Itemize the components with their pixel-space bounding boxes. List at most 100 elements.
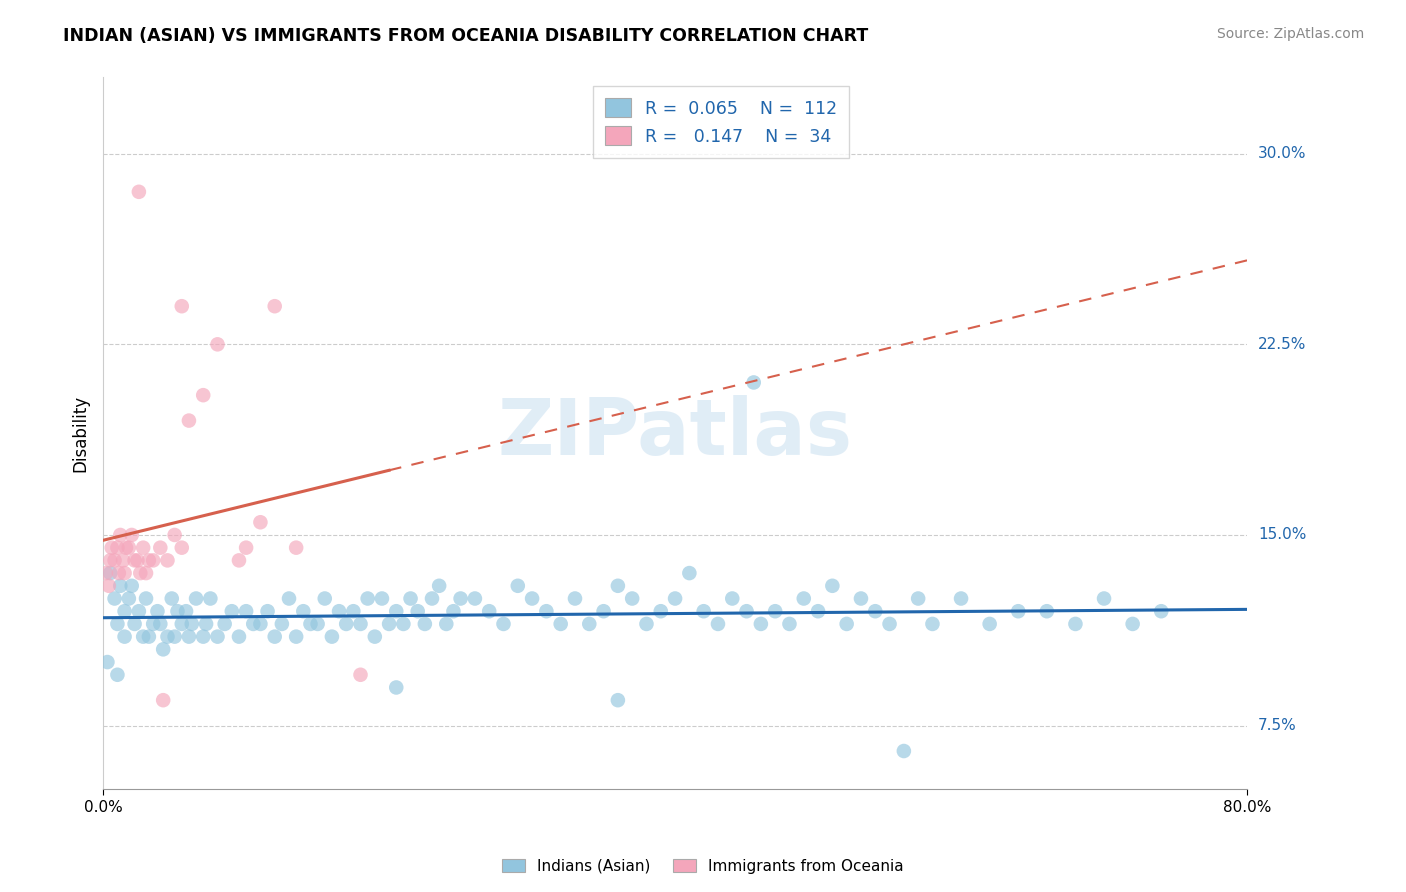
Point: [114, 630, 136, 644]
Point: [592, 604, 614, 618]
Point: [235, 604, 257, 618]
Text: INDIAN (ASIAN) VS IMMIGRANTS FROM OCEANIA DISABILITY CORRELATION CHART: INDIAN (ASIAN) VS IMMIGRANTS FROM OCEANI…: [63, 27, 869, 45]
Point: [606, 693, 628, 707]
Point: [314, 591, 336, 606]
Point: [156, 553, 179, 567]
Text: 22.5%: 22.5%: [1258, 337, 1306, 351]
Point: [128, 185, 150, 199]
Point: [180, 616, 202, 631]
Point: [385, 681, 408, 695]
Point: [1036, 604, 1059, 618]
Point: [149, 541, 172, 555]
Point: [392, 616, 415, 631]
Point: [427, 579, 450, 593]
Point: [506, 579, 529, 593]
Point: [170, 299, 193, 313]
Point: [520, 591, 543, 606]
Point: [193, 388, 215, 402]
Point: [849, 591, 872, 606]
Point: [285, 630, 308, 644]
Point: [299, 616, 322, 631]
Point: [94, 566, 117, 580]
Point: [742, 376, 765, 390]
Point: [128, 604, 150, 618]
Point: [406, 604, 429, 618]
Point: [110, 579, 132, 593]
Point: [578, 616, 600, 631]
Point: [1122, 616, 1144, 631]
Point: [124, 616, 146, 631]
Point: [228, 630, 250, 644]
Point: [335, 616, 357, 631]
Point: [170, 541, 193, 555]
Point: [160, 591, 183, 606]
Point: [564, 591, 586, 606]
Point: [135, 566, 157, 580]
Point: [307, 616, 329, 631]
Point: [115, 541, 138, 555]
Point: [98, 566, 121, 580]
Point: [1064, 616, 1087, 631]
Point: [121, 528, 143, 542]
Point: [1092, 591, 1115, 606]
Point: [132, 541, 155, 555]
Point: [721, 591, 744, 606]
Point: [464, 591, 486, 606]
Point: [170, 616, 193, 631]
Point: [270, 616, 292, 631]
Point: [263, 630, 285, 644]
Text: 7.5%: 7.5%: [1258, 718, 1296, 733]
Point: [207, 630, 229, 644]
Point: [195, 616, 218, 631]
Point: [103, 591, 125, 606]
Point: [146, 604, 169, 618]
Point: [108, 566, 131, 580]
Point: [420, 591, 443, 606]
Point: [100, 541, 122, 555]
Point: [692, 604, 714, 618]
Point: [907, 591, 929, 606]
Point: [103, 553, 125, 567]
Point: [177, 630, 200, 644]
Point: [118, 591, 141, 606]
Point: [399, 591, 422, 606]
Point: [478, 604, 501, 618]
Point: [321, 630, 343, 644]
Point: [778, 616, 800, 631]
Point: [893, 744, 915, 758]
Point: [434, 616, 457, 631]
Point: [138, 630, 160, 644]
Point: [636, 616, 658, 631]
Point: [152, 642, 174, 657]
Point: [650, 604, 672, 618]
Point: [349, 667, 371, 681]
Point: [174, 604, 197, 618]
Point: [536, 604, 558, 618]
Point: [443, 604, 465, 618]
Point: [200, 591, 222, 606]
Point: [256, 604, 278, 618]
Point: [606, 579, 628, 593]
Point: [152, 693, 174, 707]
Point: [129, 566, 152, 580]
Point: [385, 604, 408, 618]
Point: [214, 616, 236, 631]
Point: [166, 604, 188, 618]
Point: [96, 655, 118, 669]
Point: [749, 616, 772, 631]
Point: [821, 579, 844, 593]
Point: [735, 604, 758, 618]
Point: [114, 604, 136, 618]
Point: [263, 299, 285, 313]
Point: [124, 553, 146, 567]
Point: [371, 591, 394, 606]
Point: [97, 579, 120, 593]
Point: [450, 591, 472, 606]
Point: [950, 591, 973, 606]
Point: [107, 667, 129, 681]
Point: [249, 515, 271, 529]
Text: 15.0%: 15.0%: [1258, 527, 1306, 542]
Point: [112, 553, 135, 567]
Point: [193, 630, 215, 644]
Point: [413, 616, 436, 631]
